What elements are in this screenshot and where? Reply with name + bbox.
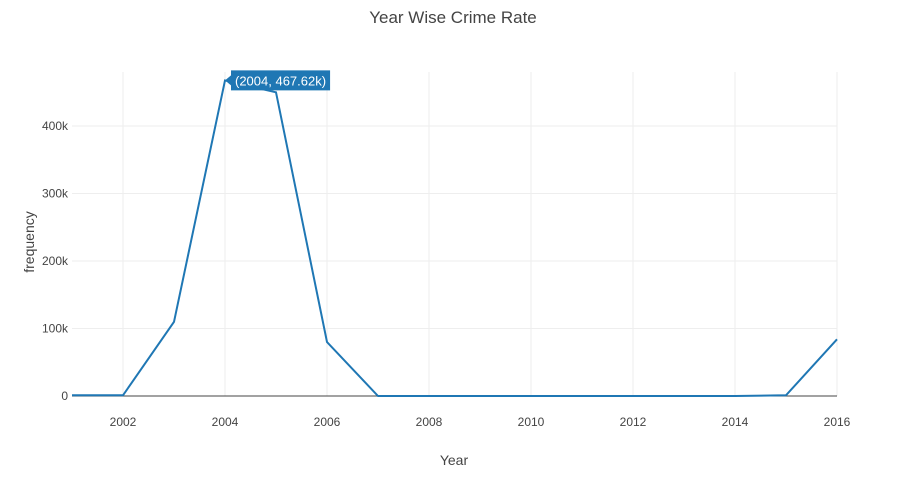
x-tick-label: 2014: [722, 415, 749, 429]
tooltip-box: [225, 70, 331, 91]
y-axis-title: frequency: [21, 211, 37, 272]
grid: [72, 72, 838, 396]
hover-tooltip: (2004, 467.62k): [225, 70, 331, 91]
chart-title: Year Wise Crime Rate: [369, 8, 537, 27]
x-tick-label: 2008: [416, 415, 443, 429]
y-tick-label: 400k: [42, 119, 69, 133]
x-axis-ticks: 2002 2004 2006 2008 2010 2012 2014 2016: [110, 415, 851, 429]
tooltip-label: (2004, 467.62k): [235, 73, 326, 88]
y-tick-label: 200k: [42, 254, 69, 268]
x-tick-label: 2006: [314, 415, 341, 429]
y-tick-label: 300k: [42, 187, 69, 201]
x-tick-label: 2002: [110, 415, 137, 429]
y-axis-ticks: 0 100k 200k 300k 400k: [42, 119, 69, 403]
x-tick-label: 2012: [620, 415, 647, 429]
x-axis-title: Year: [440, 452, 469, 468]
y-tick-label: 0: [61, 389, 68, 403]
series-line: [72, 79, 838, 397]
x-tick-label: 2010: [518, 415, 545, 429]
y-tick-label: 100k: [42, 322, 69, 336]
x-tick-label: 2004: [212, 415, 239, 429]
x-tick-label: 2016: [824, 415, 851, 429]
